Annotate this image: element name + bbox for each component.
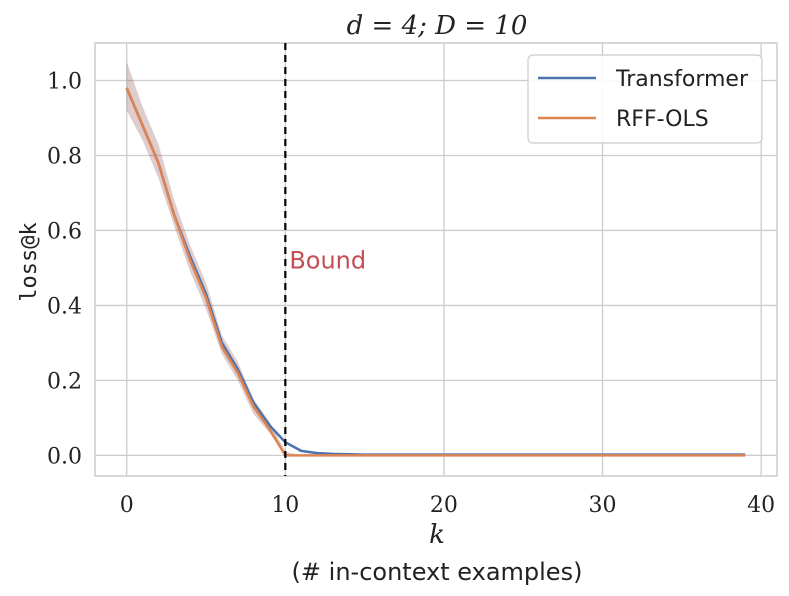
y-tick-label: 1.0 [47, 69, 82, 94]
legend-label-rff-ols: RFF-OLS [616, 107, 709, 132]
y-tick-label: 0.4 [47, 294, 82, 319]
x-axis-sublabel: (# in-context examples) [292, 558, 583, 586]
y-axis-label: loss@k [17, 222, 42, 301]
y-tick-label: 0.0 [47, 444, 82, 469]
x-tick-label: 40 [747, 493, 775, 518]
y-tick-label: 0.6 [47, 219, 82, 244]
x-tick-labels: 0 10 20 30 40 [120, 493, 775, 518]
legend-label-transformer: Transformer [615, 67, 749, 92]
y-tick-label: 0.2 [47, 369, 82, 394]
y-tick-labels: 0.0 0.2 0.4 0.6 0.8 1.0 [47, 69, 82, 469]
series-line-rff-ols [125, 87, 746, 457]
chart-title: d = 4; D = 10 [347, 11, 528, 41]
series-lines [125, 87, 746, 457]
y-tick-label: 0.8 [47, 144, 82, 169]
plot-frame [94, 42, 778, 477]
bound-annotation: Bound [289, 246, 366, 274]
x-tick-label: 20 [430, 493, 458, 518]
legend: Transformer RFF-OLS [527, 54, 763, 144]
x-axis-label: k [429, 520, 445, 550]
x-tick-label: 30 [589, 493, 617, 518]
x-tick-label: 0 [120, 493, 134, 518]
x-tick-label: 10 [271, 493, 299, 518]
